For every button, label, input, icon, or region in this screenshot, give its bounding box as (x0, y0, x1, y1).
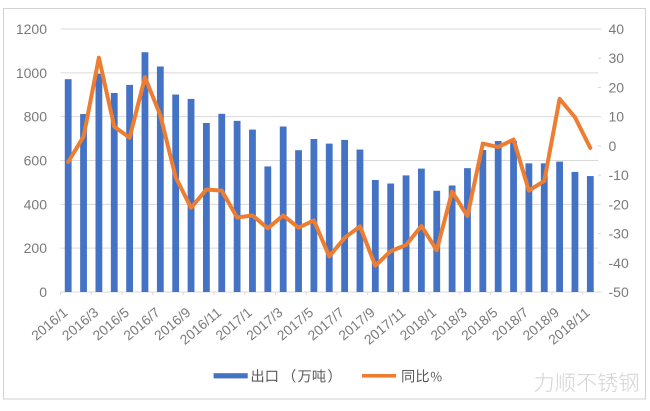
svg-text:10: 10 (609, 109, 625, 125)
svg-text:-50: -50 (609, 284, 629, 300)
svg-text:-30: -30 (609, 226, 629, 242)
svg-text:800: 800 (24, 109, 48, 125)
svg-text:600: 600 (24, 153, 48, 169)
svg-text:-10: -10 (609, 167, 629, 183)
svg-text:0: 0 (609, 138, 617, 154)
svg-text:-40: -40 (609, 255, 629, 271)
svg-text:40: 40 (609, 21, 625, 37)
svg-text:-20: -20 (609, 196, 629, 212)
svg-text:400: 400 (24, 196, 48, 212)
svg-text:0: 0 (39, 284, 47, 300)
svg-text:30: 30 (609, 50, 625, 66)
svg-text:20: 20 (609, 79, 625, 95)
svg-text:1000: 1000 (16, 65, 47, 81)
svg-text:200: 200 (24, 240, 48, 256)
svg-text:1200: 1200 (16, 21, 47, 37)
